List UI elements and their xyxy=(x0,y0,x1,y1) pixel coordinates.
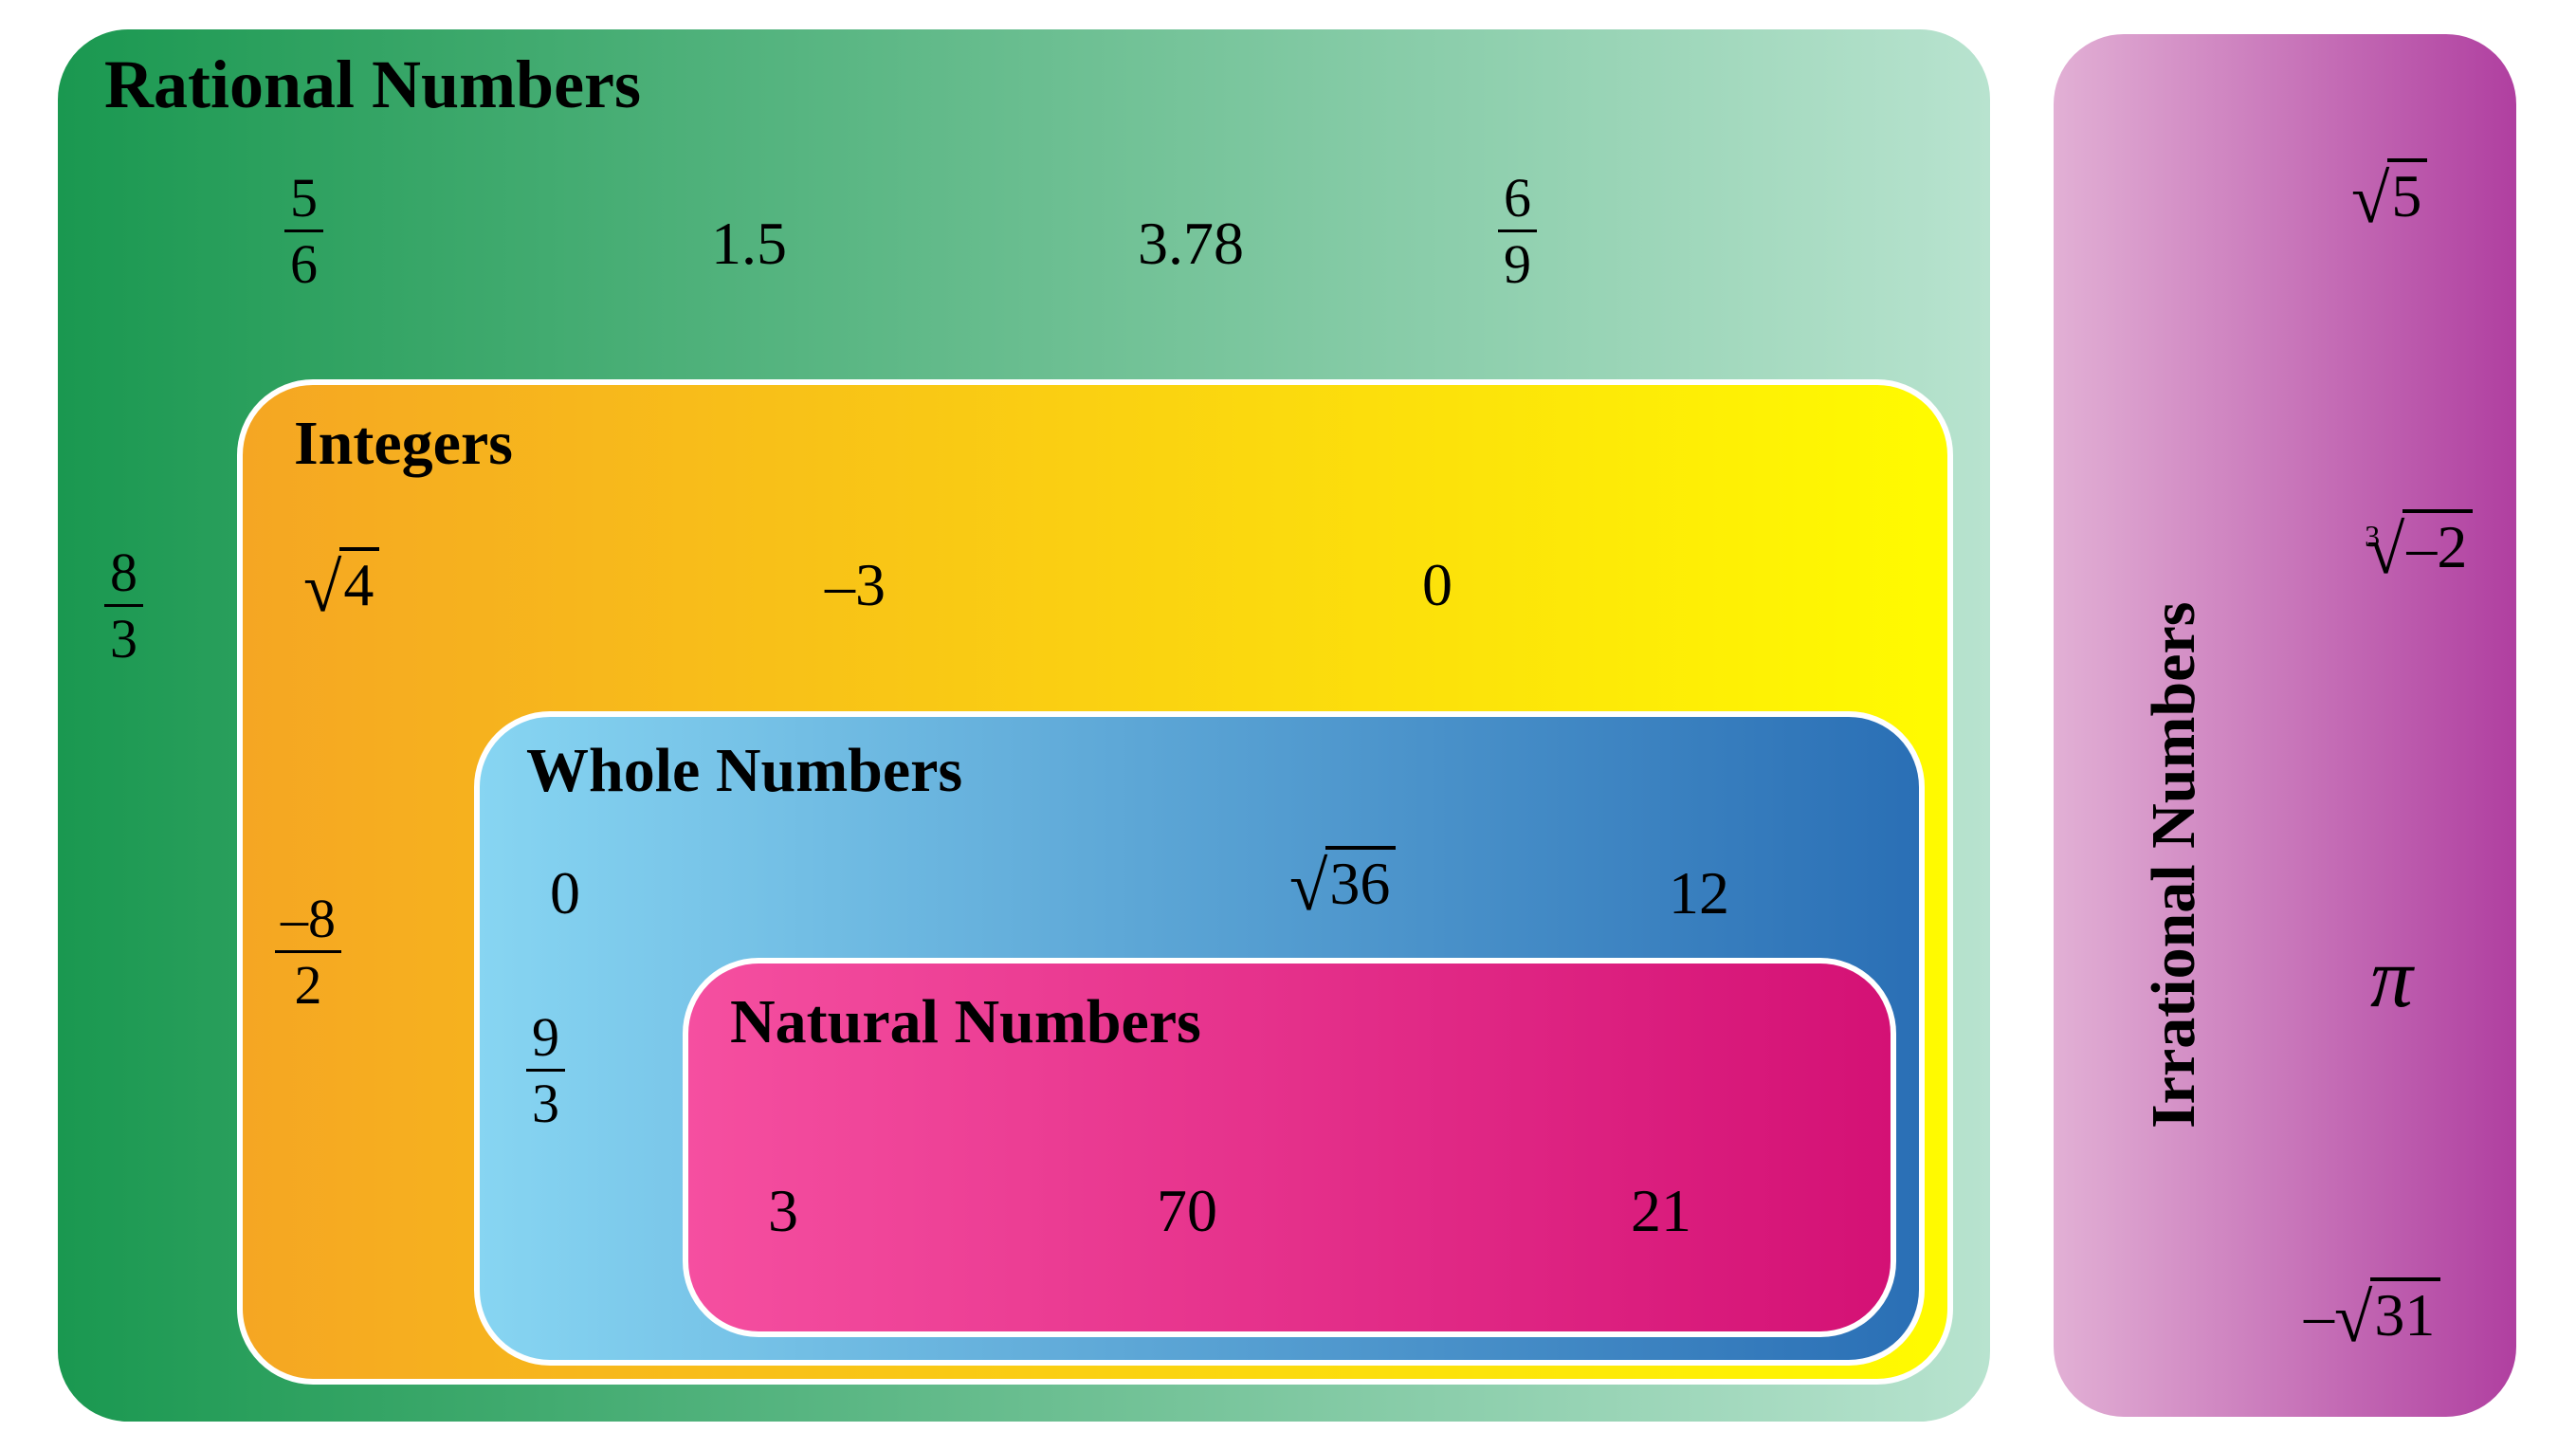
integers-title: Integers xyxy=(294,408,513,480)
rational-value-0: 56 xyxy=(284,166,323,296)
whole-title: Whole Numbers xyxy=(526,735,962,807)
rational-value-3: 69 xyxy=(1498,166,1537,296)
irrational-value-1: 3√–2 xyxy=(2351,512,2473,582)
irrational-value-2: π xyxy=(2370,929,2413,1027)
rational-title: Rational Numbers xyxy=(104,46,641,124)
whole-value-1: √36 xyxy=(1289,849,1396,919)
natural-value-0: 3 xyxy=(768,1176,798,1246)
integers-value-1: –3 xyxy=(825,550,886,620)
natural-title: Natural Numbers xyxy=(730,986,1201,1058)
integers-value-3: –82 xyxy=(275,887,341,1017)
irrational-title: Irrational Numbers xyxy=(2138,602,2210,1129)
natural-value-1: 70 xyxy=(1157,1176,1217,1246)
natural-value-2: 21 xyxy=(1631,1176,1691,1246)
irrational-value-3: –√31 xyxy=(2304,1280,2440,1350)
irrational-value-0: √5 xyxy=(2351,161,2427,231)
integers-value-0: √4 xyxy=(303,550,379,620)
irrational-box xyxy=(2048,28,2522,1422)
whole-value-3: 93 xyxy=(526,1005,565,1135)
rational-value-4: 83 xyxy=(104,541,143,670)
integers-value-2: 0 xyxy=(1422,550,1452,620)
whole-value-2: 12 xyxy=(1669,858,1729,928)
rational-value-1: 1.5 xyxy=(711,209,787,279)
whole-value-0: 0 xyxy=(550,858,580,928)
rational-value-2: 3.78 xyxy=(1138,209,1244,279)
